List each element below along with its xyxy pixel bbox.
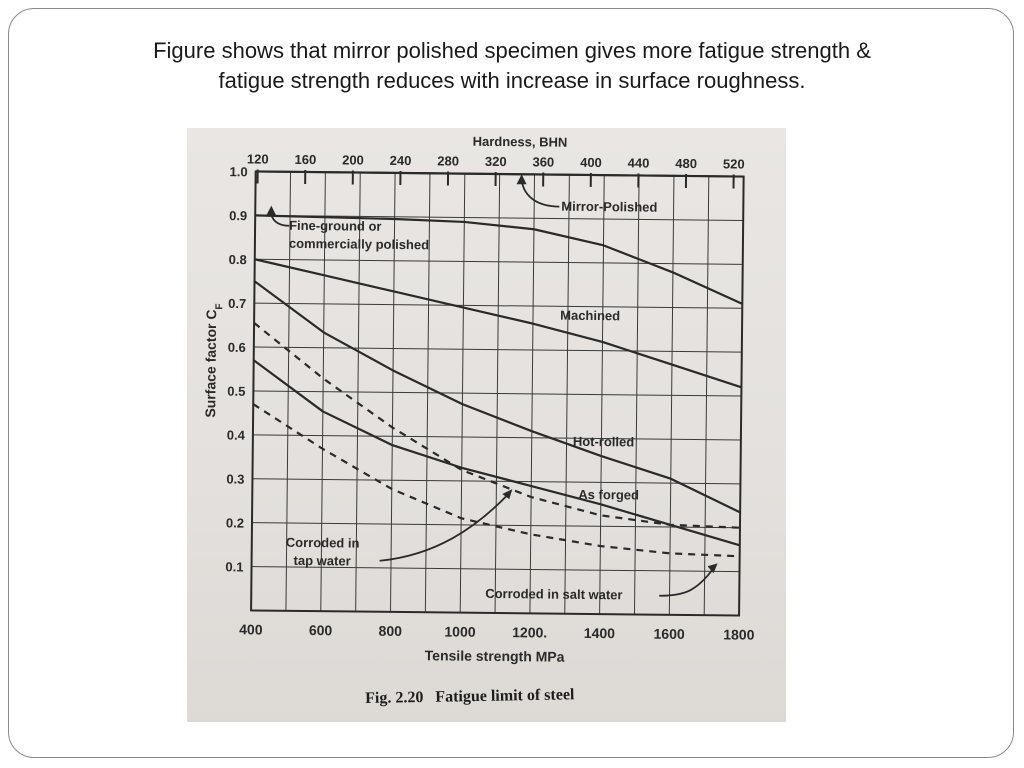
figure-caption-text: Fatigue limit of steel (435, 686, 575, 706)
y-tick-label: 0.6 (228, 340, 246, 355)
y-tick-label: 0.4 (227, 428, 246, 443)
grid-line-v-minor (633, 175, 640, 615)
annotation-label: As forged (578, 487, 639, 503)
hardness-tick-label: 440 (628, 155, 650, 170)
series-line-corroded-in-salt-water (252, 403, 740, 558)
hardness-tick-label: 240 (390, 153, 412, 168)
hardness-tick-label: 120 (247, 151, 269, 166)
hardness-axis-label: Hardness, BHN (473, 134, 568, 150)
x-tick-label: 1600 (653, 626, 685, 642)
hardness-tick-label: 520 (723, 156, 745, 171)
y-axis-label-subscript: F (214, 303, 225, 309)
series-line-corroded-in-tap-water (253, 322, 741, 529)
arrowhead-salt-water (707, 563, 718, 574)
hardness-tick-label: 400 (580, 155, 602, 170)
grid-line-v-minor (703, 176, 710, 616)
series-line-machined (254, 258, 742, 389)
figure-photo: 0.1 0.2 0.3 0.4 0.5 0.6 0.7 0.8 0.9 1.0 400 600 800 1… (187, 128, 786, 722)
x-tick-label: 800 (379, 623, 403, 639)
chart-group: 0.1 0.2 0.3 0.4 0.5 0.6 0.7 0.8 0.9 1.0 400 600 800 1… (202, 134, 755, 665)
grid-line-v (599, 175, 605, 615)
slide-title: Figure shows that mirror polished specim… (60, 36, 964, 96)
x-tick-label: 1400 (584, 625, 616, 641)
annotation-label: Corroded in salt water (485, 586, 622, 602)
annotation-label: Machined (560, 308, 620, 324)
y-tick-label: 0.7 (228, 296, 246, 311)
grid-line-v-minor (285, 171, 292, 611)
grid-line-v (668, 175, 675, 615)
y-tick-label: 0.5 (227, 384, 245, 399)
annotation-label: tap water (294, 553, 351, 569)
series-line-hot-rolled (253, 280, 741, 514)
hardness-tick-label: 280 (437, 153, 459, 168)
y-tick-label: 0.1 (225, 559, 243, 574)
annotation-label: commercially polished (289, 236, 429, 252)
fatigue-chart: 0.1 0.2 0.3 0.4 0.5 0.6 0.7 0.8 0.9 1.0 400 600 800 1… (202, 134, 755, 665)
hardness-tick-label: 480 (675, 156, 697, 171)
grid-line-v-minor (424, 173, 431, 613)
annotation-label: Corroded in (286, 535, 360, 551)
series-line-mirror-polished (255, 170, 744, 178)
arrowhead-tap-water (502, 489, 513, 500)
arrowheads (266, 174, 718, 574)
x-tick-label: 1200. (512, 624, 547, 640)
hardness-tick-label: 200 (342, 152, 364, 167)
y-tick-label: 0.2 (226, 515, 244, 530)
arrowhead-fine-ground (266, 205, 277, 216)
grid-line-v (389, 172, 396, 612)
arrowhead-mirror (516, 174, 527, 185)
annotation-label: Fine-ground or (289, 218, 382, 234)
annotation-arrows (270, 180, 715, 597)
hardness-tick-label: 160 (294, 152, 316, 167)
y-tick-label: 1.0 (230, 164, 248, 179)
y-tick-label: 0.9 (229, 208, 247, 223)
grid-line-v-minor (355, 172, 361, 612)
arrow-tap-water (379, 493, 509, 562)
series-line-as-forged (253, 359, 741, 547)
x-axis-label: Tensile strength MPa (425, 647, 565, 664)
figure-number: Fig. 2.20 (365, 688, 424, 707)
annotation-label: Mirror-Polished (561, 199, 657, 215)
x-tick-label: 1800 (723, 626, 755, 642)
slide-title-line-2: fatigue strength reduces with increase i… (218, 68, 806, 93)
grid-line-v (459, 173, 466, 613)
x-tick-label: 600 (309, 622, 333, 638)
y-tick-label: 0.3 (226, 471, 244, 486)
hardness-tick-label: 320 (485, 154, 507, 169)
y-tick-label: 0.8 (229, 252, 247, 267)
annotation-label: Hot-rolled (573, 434, 635, 450)
x-tick-label: 400 (239, 621, 263, 637)
arrow-salt-water (659, 567, 715, 597)
series-line-fine-ground-or-commercially-polished (255, 214, 743, 305)
hardness-tick-label: 360 (532, 154, 554, 169)
y-axis-label: Surface factor CF (202, 303, 225, 417)
x-tick-label: 1000 (444, 623, 476, 639)
figure-caption: Fig. 2.20 Fatigue limit of steel (365, 686, 575, 708)
slide-title-line-1: Figure shows that mirror polished specim… (153, 38, 871, 63)
arrow-mirror-polished (520, 180, 560, 208)
grid-line-v (529, 174, 536, 614)
grid-line-v (320, 172, 326, 612)
grid-line-v-minor (494, 174, 501, 613)
